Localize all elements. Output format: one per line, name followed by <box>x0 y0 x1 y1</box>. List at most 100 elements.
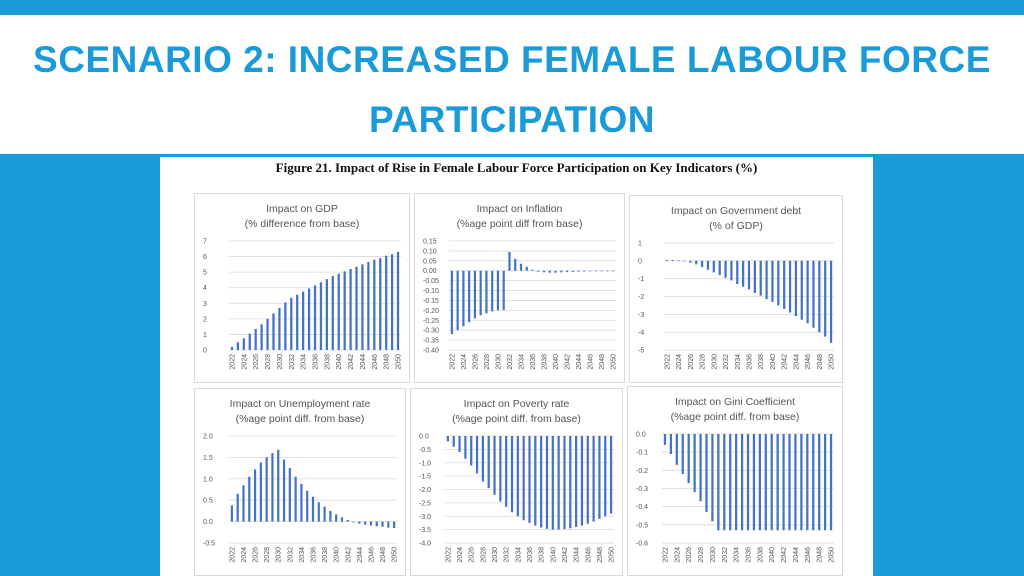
x-tick-label: 2036 <box>527 547 534 563</box>
y-tick-label: -0.05 <box>423 278 439 285</box>
x-tick-label: 2024 <box>676 354 683 370</box>
bar-2045 <box>583 270 586 272</box>
y-tick-label: -2.0 <box>419 487 431 494</box>
x-tick-label: 2032 <box>722 547 729 563</box>
bar-2047 <box>812 260 815 328</box>
bar-2037 <box>752 434 756 531</box>
bar-2046 <box>588 270 592 272</box>
bar-2048 <box>600 270 603 272</box>
x-tick-label: 2022 <box>229 547 236 563</box>
bar-2045 <box>364 521 367 525</box>
bar-2042 <box>349 269 352 350</box>
x-tick-label: 2028 <box>480 547 487 563</box>
bar-2049 <box>824 260 827 337</box>
y-tick-label: 0.10 <box>423 248 437 255</box>
x-tick-label: 2042 <box>565 354 572 370</box>
bar-2048 <box>385 255 388 350</box>
x-tick-label: 2048 <box>599 354 606 370</box>
x-tick-label: 2028 <box>700 354 707 370</box>
bar-2028 <box>699 434 702 502</box>
y-tick-label: 2 <box>203 316 207 323</box>
bar-2043 <box>352 521 355 523</box>
bar-2036 <box>746 434 750 531</box>
bar-2035 <box>522 436 525 521</box>
x-tick-label: 2032 <box>507 354 514 370</box>
y-tick-label: 2.0 <box>203 434 213 441</box>
y-tick-label: 0.00 <box>423 268 437 275</box>
bar-2027 <box>479 270 482 316</box>
x-tick-label: 2030 <box>710 547 717 563</box>
bar-2049 <box>823 434 827 531</box>
bar-2042 <box>565 270 569 273</box>
chart-title: Impact on Poverty rate <box>464 398 570 410</box>
y-tick-label: -0.2 <box>636 468 648 475</box>
x-tick-label: 2026 <box>253 547 260 563</box>
bar-2024 <box>677 260 680 262</box>
x-tick-label: 2050 <box>611 354 618 370</box>
bar-2035 <box>740 434 744 531</box>
bar-2037 <box>319 282 323 350</box>
x-tick-label: 2040 <box>553 354 560 370</box>
x-tick-label: 2032 <box>289 354 296 370</box>
bar-2023 <box>456 270 459 331</box>
bar-2024 <box>242 338 245 350</box>
chart-title: Impact on Government debt <box>671 205 801 217</box>
bar-2027 <box>475 436 479 474</box>
bar-2023 <box>236 342 240 350</box>
bar-2046 <box>373 259 376 350</box>
bar-2022 <box>230 346 234 350</box>
bar-2038 <box>759 260 762 296</box>
x-tick-label: 2030 <box>492 547 499 563</box>
bar-2045 <box>800 434 803 531</box>
chart-subtitle: (%age point diff from base) <box>457 218 583 230</box>
x-tick-label: 2036 <box>313 354 320 370</box>
bar-2027 <box>260 324 263 350</box>
figure-caption: Figure 21. Impact of Rise in Female Labo… <box>275 160 758 175</box>
bar-2033 <box>729 434 732 531</box>
x-tick-label: 2048 <box>597 547 604 563</box>
bar-2040 <box>551 436 554 530</box>
x-tick-label: 2022 <box>449 354 456 370</box>
y-tick-label: -0.4 <box>636 504 648 511</box>
y-tick-label: 0.5 <box>203 498 213 505</box>
x-tick-label: 2034 <box>518 354 525 370</box>
bar-2047 <box>379 258 382 350</box>
bar-2034 <box>736 260 739 285</box>
bar-2029 <box>705 434 708 513</box>
y-tick-label: -0.20 <box>423 308 439 315</box>
x-tick-label: 2024 <box>457 547 464 563</box>
bar-2048 <box>381 521 384 527</box>
bar-2026 <box>470 436 473 466</box>
y-tick-label: -1 <box>638 276 644 283</box>
bar-2029 <box>706 260 710 270</box>
y-tick-label: -0.6 <box>636 541 648 548</box>
y-tick-label: 6 <box>203 254 207 261</box>
x-tick-label: 2040 <box>769 547 776 563</box>
bar-2036 <box>531 269 534 271</box>
chart-title: Impact on GDP <box>266 203 338 215</box>
x-tick-label: 2032 <box>504 547 511 563</box>
bar-2045 <box>800 260 803 320</box>
y-tick-label: 1.0 <box>203 476 213 483</box>
bar-2042 <box>346 519 349 522</box>
x-tick-label: 2034 <box>301 354 308 370</box>
bar-2030 <box>711 434 714 522</box>
chart-title: Impact on Gini Coefficient <box>675 396 795 408</box>
x-tick-label: 2032 <box>723 354 730 370</box>
y-tick-label: -0.5 <box>203 541 215 548</box>
x-tick-label: 2046 <box>805 547 812 563</box>
bar-2033 <box>510 436 514 513</box>
x-tick-label: 2044 <box>357 547 364 563</box>
bar-2032 <box>505 436 508 507</box>
bar-2046 <box>369 521 373 526</box>
x-tick-label: 2040 <box>550 547 557 563</box>
chart-subtitle: (%age point diff. from base) <box>671 411 800 423</box>
bar-2030 <box>496 270 500 311</box>
bar-2028 <box>265 457 268 522</box>
bar-2028 <box>481 436 484 482</box>
chart-subtitle: (%age point diff. from base) <box>452 413 581 425</box>
bar-2037 <box>534 436 537 526</box>
bar-2027 <box>259 462 262 522</box>
y-tick-label: -0.35 <box>423 338 439 345</box>
y-tick-label: 0.0 <box>419 434 429 441</box>
